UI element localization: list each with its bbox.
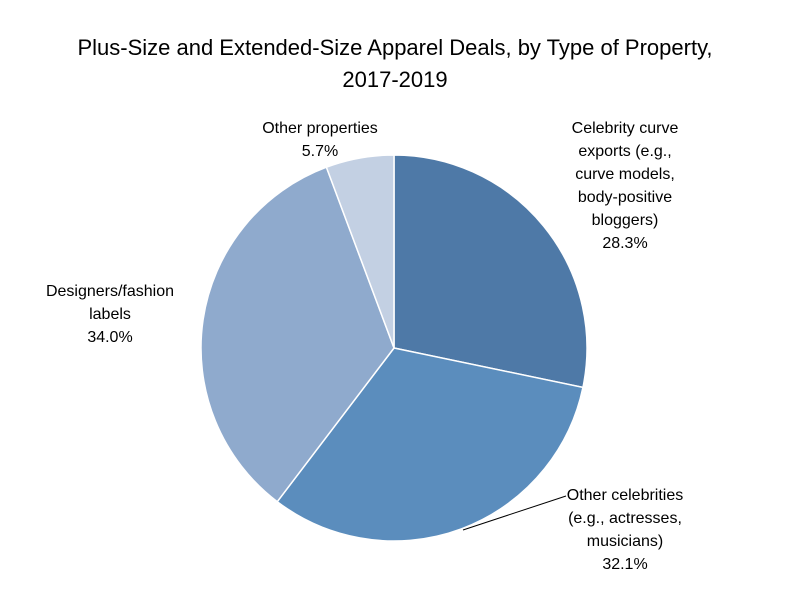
slice-label-line: bloggers) [591, 212, 659, 229]
pie-slice-0 [393, 154, 588, 389]
chart-title-line-2: 2017-2019 [342, 67, 448, 92]
slice-label-line: body-positive [577, 189, 673, 206]
slice-value-label: 5.7% [301, 143, 339, 160]
slice-value-label: 34.0% [87, 329, 133, 346]
slice-label-line: Other properties [262, 120, 378, 137]
slice-label-celebrity-curve-exports: Celebrity curve exports (e.g., curve mod… [530, 117, 720, 255]
slice-label-other-properties: Other properties 5.7% [230, 117, 410, 163]
slice-label-line: exports (e.g., [578, 143, 672, 160]
chart-title: Plus-Size and Extended-Size Apparel Deal… [0, 32, 790, 96]
slice-label-line: Celebrity curve [571, 120, 679, 137]
slice-label-line: Other celebrities [566, 487, 684, 504]
slice-label-line: labels [89, 306, 131, 323]
slice-label-line: Designers/fashion [45, 283, 175, 300]
slice-label-line: (e.g., actresses, [568, 510, 682, 527]
slice-label-line: curve models, [575, 166, 675, 183]
slice-value-label: 28.3% [602, 235, 648, 252]
chart-title-line-1: Plus-Size and Extended-Size Apparel Deal… [77, 35, 713, 60]
slice-label-designers-fashion-labels: Designers/fashion labels 34.0% [20, 280, 200, 349]
leader-line-other-celebrities [462, 495, 567, 531]
pie-slice-2 [200, 166, 395, 503]
pie-slice-1 [276, 347, 584, 542]
slice-label-other-celebrities: Other celebrities (e.g., actresses, musi… [525, 484, 725, 576]
slice-label-line: musicians) [586, 533, 664, 550]
slice-value-label: 32.1% [602, 556, 648, 573]
pie-slice-3 [325, 154, 395, 349]
